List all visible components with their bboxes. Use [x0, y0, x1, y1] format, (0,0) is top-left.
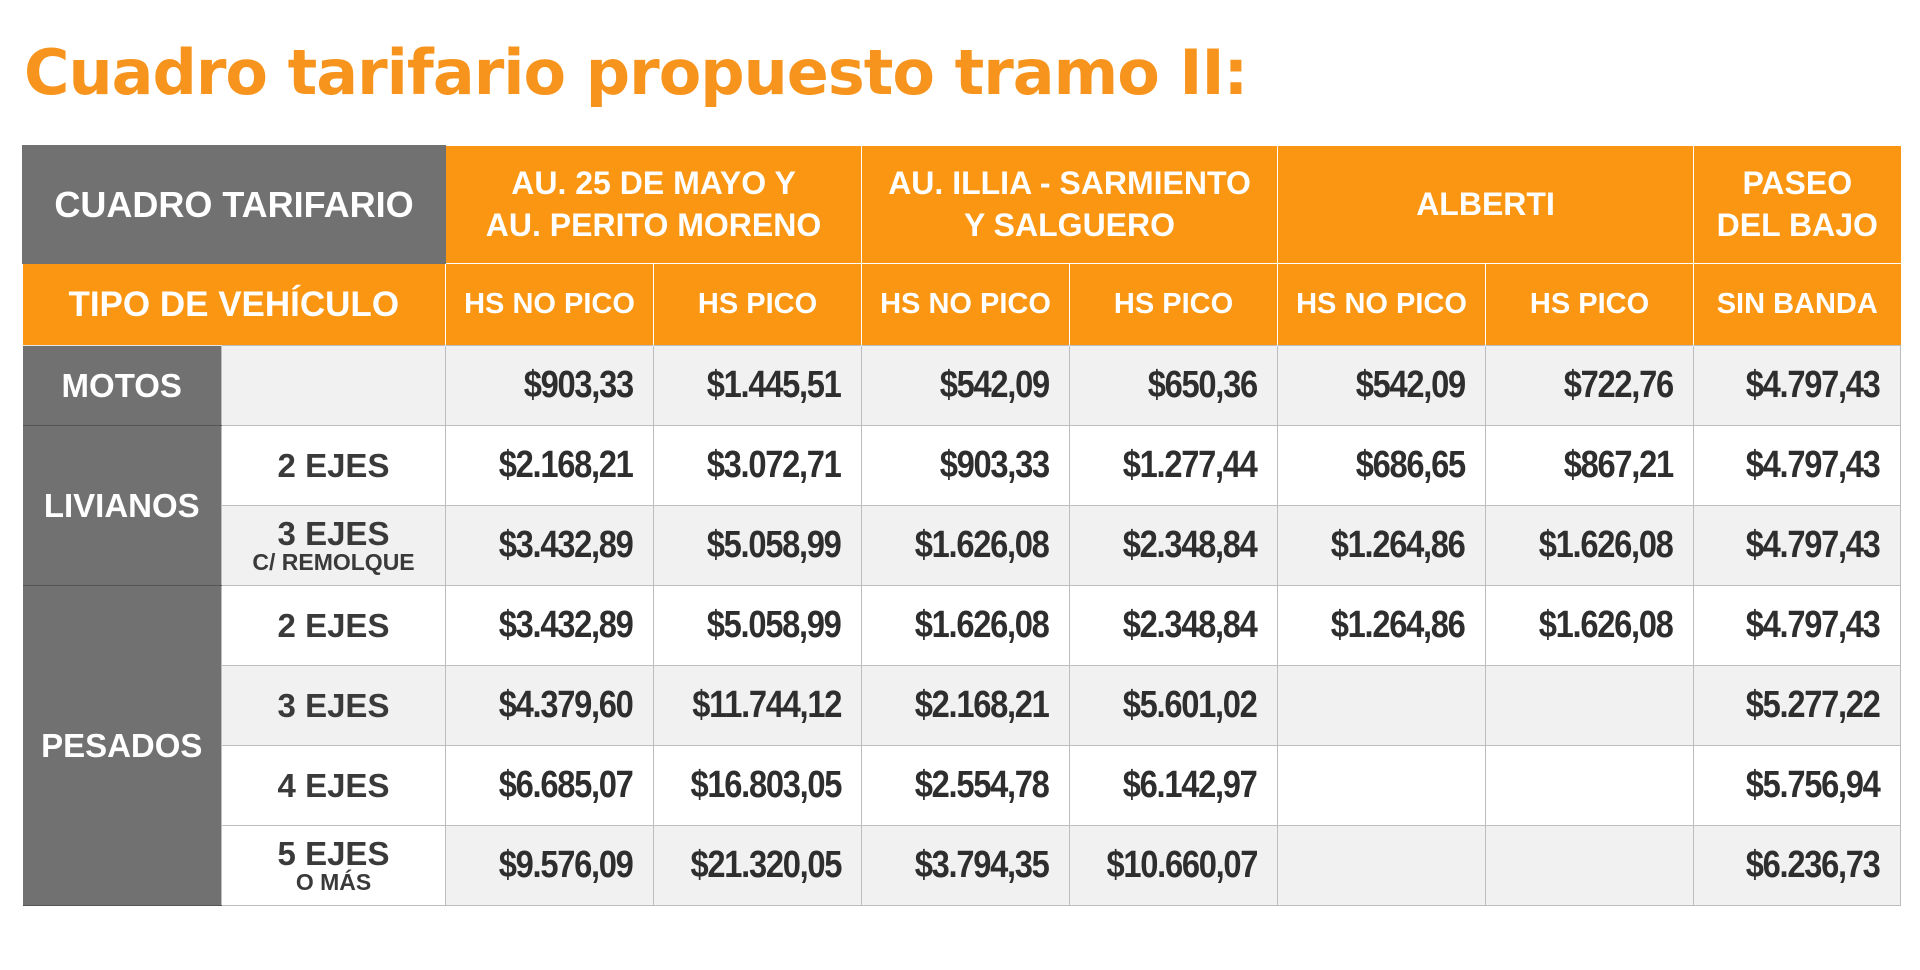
price-cell	[1277, 745, 1487, 826]
route-header-line2: AU. PERITO MORENO	[485, 207, 822, 244]
category-motos: MOTOS	[22, 345, 222, 426]
subheader-cell: HS PICO	[653, 263, 862, 346]
price-cell: $542,09	[861, 345, 1071, 426]
subcategory-cell: 2 EJES	[220, 425, 447, 506]
price-cell: $10.660,07	[1069, 825, 1279, 906]
price-cell: $3.432,89	[445, 505, 655, 586]
price-cell: $1.626,08	[861, 505, 1071, 586]
subheader-cell: HS NO PICO	[1277, 263, 1486, 346]
price-cell: $4.797,43	[1693, 505, 1902, 586]
price-cell: $3.072,71	[653, 425, 863, 506]
price-cell	[1277, 665, 1487, 746]
category-livianos: LIVIANOS	[22, 425, 222, 586]
subheader-cell: HS NO PICO	[445, 263, 654, 346]
price-cell: $1.626,08	[861, 585, 1071, 666]
price-cell: $867,21	[1485, 425, 1695, 506]
price-cell: $686,65	[1277, 425, 1487, 506]
header-tipo-vehiculo: TIPO DE VEHÍCULO	[22, 263, 446, 346]
subheader-cell: HS PICO	[1069, 263, 1278, 346]
subcategory-cell: 3 EJES C/ REMOLQUE	[220, 505, 447, 586]
price-cell: $5.756,94	[1693, 745, 1902, 826]
route-header-illia: AU. ILLIA - SARMIENTO Y SALGUERO	[861, 145, 1278, 264]
price-cell: $5.058,99	[653, 585, 863, 666]
route-header-25-de-mayo: AU. 25 DE MAYO Y AU. PERITO MORENO	[445, 145, 862, 264]
price-cell: $5.058,99	[653, 505, 863, 586]
subcategory-cell: 3 EJES	[220, 665, 447, 746]
price-cell: $1.626,08	[1485, 505, 1695, 586]
price-cell	[1485, 665, 1695, 746]
table-row: 3 EJES C/ REMOLQUE $3.432,89 $5.058,99 $…	[23, 505, 1902, 586]
subcategory-label: 3 EJES	[277, 514, 390, 552]
subcategory-cell: 5 EJES O MÁS	[220, 825, 447, 906]
price-cell: $1.264,86	[1277, 505, 1487, 586]
subcategory-cell: 4 EJES	[220, 745, 447, 826]
price-cell: $2.168,21	[861, 665, 1071, 746]
route-header-alberti: ALBERTI	[1277, 145, 1694, 264]
price-cell: $903,33	[861, 425, 1071, 506]
price-cell: $2.168,21	[445, 425, 655, 506]
route-header-line1: PASEO	[1742, 165, 1853, 202]
subcategory-label: 5 EJES	[277, 834, 390, 872]
price-cell: $4.379,60	[445, 665, 655, 746]
price-cell: $542,09	[1277, 345, 1487, 426]
price-cell: $2.554,78	[861, 745, 1071, 826]
route-header-paseo-del-bajo: PASEO DEL BAJO	[1693, 145, 1901, 264]
price-cell: $2.348,84	[1069, 505, 1279, 586]
subheader-cell: HS PICO	[1485, 263, 1694, 346]
price-cell: $3.794,35	[861, 825, 1071, 906]
table-row: 3 EJES $4.379,60 $11.744,12 $2.168,21 $5…	[23, 665, 1902, 746]
route-header-line1: ALBERTI	[1416, 186, 1555, 223]
price-cell: $11.744,12	[653, 665, 863, 746]
price-cell: $1.277,44	[1069, 425, 1279, 506]
price-cell: $4.797,43	[1693, 345, 1902, 426]
table-row: 4 EJES $6.685,07 $16.803,05 $2.554,78 $6…	[23, 745, 1902, 826]
subcategory-note: C/ REMOLQUE	[252, 548, 415, 575]
route-header-line2: DEL BAJO	[1716, 207, 1878, 244]
price-cell: $6.142,97	[1069, 745, 1279, 826]
tariff-table: CUADRO TARIFARIO AU. 25 DE MAYO Y AU. PE…	[21, 145, 1902, 906]
subheader-cell: HS NO PICO	[861, 263, 1070, 346]
header-cuadro-tarifario: CUADRO TARIFARIO	[21, 145, 447, 264]
price-cell: $5.601,02	[1069, 665, 1279, 746]
table-row: 5 EJES O MÁS $9.576,09 $21.320,05 $3.794…	[23, 825, 1902, 906]
price-cell: $1.264,86	[1277, 585, 1487, 666]
subcategory-label: 2 EJES	[277, 446, 390, 484]
price-cell	[1277, 825, 1487, 906]
subcategory-label: 4 EJES	[277, 766, 390, 804]
price-cell: $6.685,07	[445, 745, 655, 826]
category-pesados: PESADOS	[22, 585, 222, 906]
subheader-cell: SIN BANDA	[1693, 263, 1901, 346]
route-header-line1: AU. ILLIA - SARMIENTO	[888, 165, 1251, 202]
subcategory-empty	[220, 345, 447, 426]
table-row: PESADOS 2 EJES $3.432,89 $5.058,99 $1.62…	[22, 585, 1902, 906]
page-title: Cuadro tarifario propuesto tramo II:	[24, 36, 1248, 109]
price-cell: $4.797,43	[1693, 425, 1902, 506]
subcategory-label: 2 EJES	[277, 606, 390, 644]
subcategory-note: O MÁS	[295, 868, 372, 895]
price-cell: $6.236,73	[1693, 825, 1902, 906]
price-cell: $903,33	[445, 345, 655, 426]
price-cell: $650,36	[1069, 345, 1279, 426]
price-cell: $2.348,84	[1069, 585, 1279, 666]
route-header-line1: AU. 25 DE MAYO Y	[511, 165, 796, 202]
price-cell: $21.320,05	[653, 825, 863, 906]
price-cell	[1485, 745, 1695, 826]
price-cell: $1.445,51	[653, 345, 863, 426]
price-cell	[1485, 825, 1695, 906]
price-cell: $1.626,08	[1485, 585, 1695, 666]
price-cell: $722,76	[1485, 345, 1695, 426]
price-cell: $9.576,09	[445, 825, 655, 906]
table-row: MOTOS $903,33 $1.445,51 $542,09 $650,36 …	[22, 345, 1902, 426]
subcategory-label: 3 EJES	[277, 686, 390, 724]
price-cell: $16.803,05	[653, 745, 863, 826]
table-row: LIVIANOS 2 EJES $2.168,21 $3.072,71 $903…	[22, 425, 1902, 586]
route-header-line2: Y SALGUERO	[964, 207, 1176, 244]
price-cell: $3.432,89	[445, 585, 655, 666]
subcategory-cell: 2 EJES	[220, 585, 447, 666]
price-cell: $4.797,43	[1693, 585, 1902, 666]
price-cell: $5.277,22	[1693, 665, 1902, 746]
